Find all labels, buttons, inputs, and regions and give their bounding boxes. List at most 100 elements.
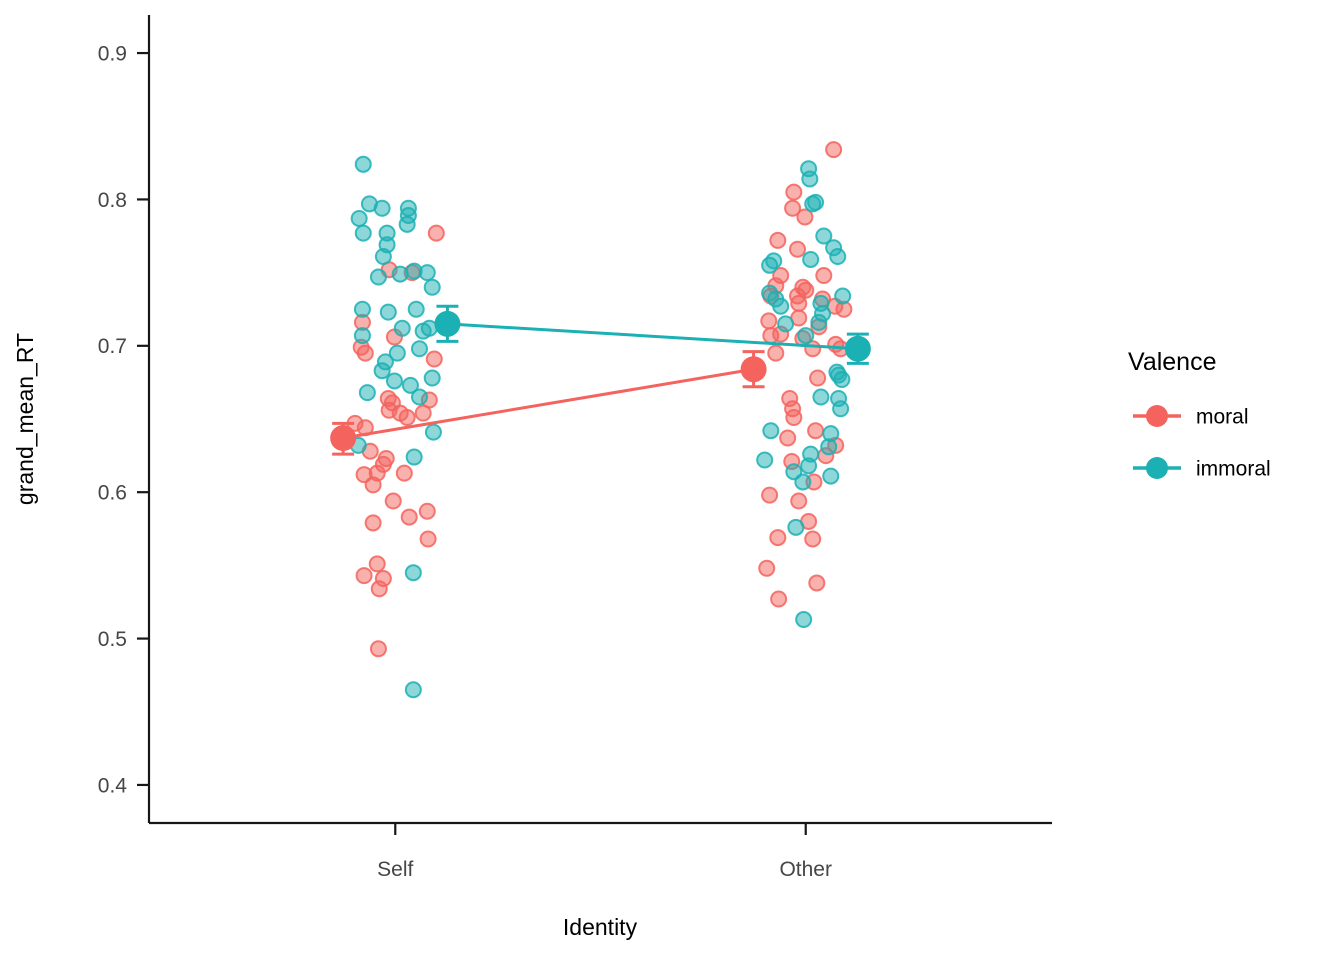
y-tick-label: 0.8: [98, 189, 127, 212]
jitter-point-moral: [815, 267, 833, 285]
jitter-point-moral: [400, 508, 418, 526]
mean-point-self-moral: [330, 425, 357, 452]
jitter-point-moral: [370, 580, 388, 598]
jitter-point-moral: [790, 294, 808, 312]
jitter-point-immoral: [756, 451, 774, 469]
jitter-point-moral: [364, 476, 382, 494]
jitter-point-immoral: [404, 681, 422, 699]
immoral-key-point-icon: [1146, 457, 1168, 479]
jitter-point-immoral: [802, 250, 820, 268]
jitter-point-immoral: [423, 278, 441, 296]
y-tick-label: 0.7: [98, 335, 127, 358]
jitter-point-moral: [796, 208, 814, 226]
jitter-point-immoral: [810, 313, 828, 331]
legend: Valence moral immoral: [1128, 348, 1271, 480]
jitter-point-immoral: [794, 473, 812, 491]
jitter-point-moral: [356, 344, 374, 362]
jitter-point-immoral: [772, 297, 790, 315]
x-axis-ticks: Self Other: [377, 823, 832, 881]
jitter-point-immoral: [407, 300, 425, 318]
jitter-point-immoral: [358, 384, 376, 402]
jitter-point-moral: [364, 514, 382, 532]
x-tick-label: Self: [377, 858, 413, 881]
legend-label-moral: moral: [1196, 405, 1249, 428]
y-tick-label: 0.6: [98, 482, 127, 505]
mean-line-immoral: [447, 322, 858, 351]
jitter-point-immoral: [822, 467, 840, 485]
jitter-point-immoral: [369, 268, 387, 286]
jitter-point-moral: [419, 530, 437, 548]
jitter-point-immoral: [350, 209, 368, 227]
mean-lines-layer: [342, 322, 858, 440]
jitter-point-moral: [807, 422, 825, 440]
jitter-point-moral: [779, 429, 797, 447]
jitter-point-moral: [769, 231, 787, 249]
jitter-point-immoral: [379, 303, 397, 321]
jitter-points-layer: [346, 141, 853, 699]
jitter-point-moral: [427, 224, 445, 242]
jitter-point-moral: [355, 567, 373, 585]
mean-line-moral: [342, 367, 754, 440]
jitter-point-immoral: [410, 388, 428, 406]
jitter-point-immoral: [410, 340, 428, 358]
jitter-point-immoral: [393, 319, 411, 337]
jitter-point-moral: [785, 183, 803, 201]
jitter-point-immoral: [820, 438, 838, 456]
legend-item-immoral: immoral: [1133, 457, 1271, 480]
jitter-point-immoral: [800, 457, 818, 475]
jitter-point-moral: [770, 590, 788, 608]
x-axis: Self Other: [149, 821, 1052, 881]
jitter-point-immoral: [795, 611, 813, 629]
jitter-point-moral: [368, 555, 386, 573]
jitter-point-immoral: [787, 518, 805, 536]
jitter-point-moral: [790, 492, 808, 510]
jitter-point-immoral: [401, 376, 419, 394]
jitter-point-immoral: [373, 199, 391, 217]
jitter-point-moral: [760, 312, 778, 330]
jitter-point-moral: [809, 369, 827, 387]
jitter-point-moral: [384, 492, 402, 510]
y-tick-label: 0.9: [98, 42, 127, 65]
jitter-point-moral: [414, 404, 432, 422]
jitter-point-immoral: [801, 170, 819, 188]
jitter-point-immoral: [373, 362, 391, 380]
jitter-point-immoral: [797, 327, 815, 345]
jitter-point-moral: [785, 409, 803, 427]
jitter-point-immoral: [762, 422, 780, 440]
jitter-point-immoral: [829, 248, 847, 266]
jitter-point-immoral: [388, 344, 406, 362]
jitter-point-moral: [398, 409, 416, 427]
jitter-point-immoral: [385, 372, 403, 390]
mean-point-other-immoral: [844, 335, 871, 362]
jitter-point-moral: [761, 486, 779, 504]
jitter-point-immoral: [404, 564, 422, 582]
jitter-point-immoral: [353, 300, 371, 318]
legend-label-immoral: immoral: [1196, 457, 1271, 480]
jitter-point-immoral: [418, 264, 436, 282]
jitter-point-immoral: [354, 224, 372, 242]
legend-item-moral: moral: [1133, 405, 1249, 428]
jitter-point-immoral: [424, 423, 442, 441]
jitter-point-immoral: [815, 227, 833, 245]
legend-title: Valence: [1128, 348, 1217, 376]
jitter-point-moral: [825, 141, 843, 159]
y-axis: 0.4 0.5 0.6 0.7 0.8 0.9: [98, 15, 151, 823]
jitter-point-moral: [808, 574, 826, 592]
jitter-point-immoral: [804, 195, 822, 213]
jitter-point-immoral: [391, 265, 409, 283]
jitter-point-immoral: [832, 400, 850, 418]
x-axis-title: Identity: [563, 914, 638, 940]
mean-point-other-moral: [740, 356, 767, 383]
y-tick-label: 0.4: [98, 774, 128, 797]
y-axis-title: grand_mean_RT: [12, 333, 38, 505]
mean-point-self-immoral: [434, 310, 461, 337]
jitter-point-immoral: [374, 248, 392, 266]
jitter-point-immoral: [833, 370, 851, 388]
jitter-point-immoral: [812, 388, 830, 406]
jitter-point-moral: [804, 530, 822, 548]
jitter-point-moral: [767, 344, 785, 362]
jitter-point-immoral: [761, 256, 779, 274]
moral-key-point-icon: [1146, 405, 1168, 427]
